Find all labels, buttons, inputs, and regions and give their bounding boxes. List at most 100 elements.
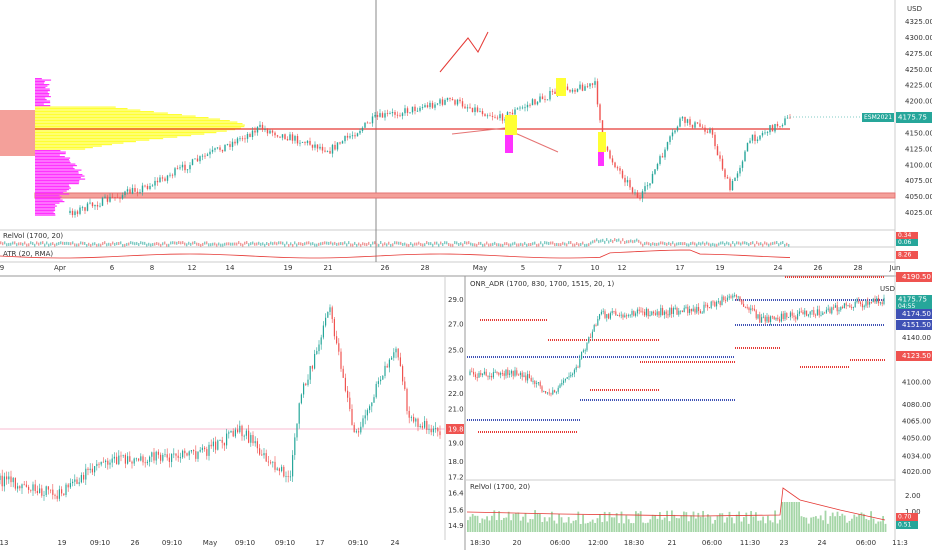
volume-bar [481, 518, 484, 532]
volume-bar [6, 243, 8, 247]
candle-body [99, 205, 101, 207]
candle-body [96, 463, 98, 467]
candle-body [98, 463, 100, 465]
volume-bar [793, 502, 796, 532]
candle-body [179, 167, 181, 169]
candle-body [419, 107, 421, 111]
candle-body [69, 483, 71, 488]
volume-profile [35, 115, 196, 117]
volume-bar [182, 241, 184, 245]
candle-body [667, 314, 669, 316]
price-tick-label: 4025.00 [905, 209, 932, 217]
candle-body [181, 164, 184, 168]
volume-bar [362, 242, 364, 246]
candle-body [471, 107, 474, 113]
candle-body [364, 415, 366, 419]
level-tag-text: 4174.50 [902, 310, 931, 318]
candle-body [615, 311, 617, 316]
candle-body [640, 310, 642, 312]
candle-body [750, 308, 752, 311]
volume-bar [652, 242, 654, 246]
volume-bar [398, 241, 400, 245]
candle-body [487, 375, 489, 377]
candle-body [459, 99, 461, 102]
candle-body [223, 442, 225, 446]
volume-bar [464, 241, 466, 245]
candle-body [570, 374, 572, 377]
volume-bar [424, 243, 426, 247]
indicator-label: ATR (20, RMA) [3, 250, 53, 258]
volume-bar [100, 243, 102, 247]
date-label: 24 [818, 539, 827, 547]
volume-bar [732, 241, 734, 245]
candle-body [0, 475, 1, 480]
volume-bar [238, 241, 240, 245]
candle-body [426, 420, 428, 430]
volume-profile [35, 168, 75, 170]
volume-bar [690, 242, 692, 246]
candle-body [436, 103, 439, 105]
candle-body [304, 142, 306, 144]
candle-body [140, 456, 142, 461]
volume-bar [338, 242, 340, 246]
volume-profile [35, 79, 52, 81]
candle-body [279, 136, 281, 138]
volume-bar [682, 242, 684, 246]
volume-bar [851, 518, 853, 532]
candle-body [471, 371, 473, 373]
candle-body [91, 202, 94, 207]
volume-bar [476, 243, 478, 247]
candle-body [285, 476, 287, 477]
candle-body [482, 373, 484, 376]
volume-bar [336, 242, 338, 246]
volume-bar [146, 243, 148, 247]
volume-bar [510, 243, 512, 247]
candle-body [575, 366, 577, 370]
price-tick-label: 4065.00 [902, 418, 931, 426]
volume-bar [450, 243, 452, 247]
candle-body [221, 440, 223, 443]
volume-bar [390, 243, 392, 247]
volume-bar [686, 243, 688, 247]
volume-profile [35, 181, 80, 183]
volume-bar [879, 521, 882, 532]
session-profile [598, 132, 606, 152]
volume-bar [764, 241, 766, 245]
candle-body [776, 123, 779, 127]
volume-bar [406, 243, 408, 247]
candle-body [699, 310, 701, 314]
candle-body [156, 180, 159, 183]
volume-profile [35, 99, 47, 101]
candle-body [361, 127, 364, 131]
date-label: 26 [814, 264, 823, 272]
candle-body [94, 204, 96, 207]
candle-body [618, 315, 620, 316]
price-tick-label: 4140.00 [902, 334, 931, 342]
volume-bar [698, 241, 700, 245]
volume-bar [527, 522, 529, 532]
volume-profile [35, 193, 70, 195]
volume-bar [88, 242, 90, 246]
volume-profile [35, 180, 80, 182]
value-tag [896, 232, 918, 239]
candle-body [881, 302, 883, 304]
candle-body [41, 488, 43, 496]
candle-body [519, 107, 521, 109]
volume-bar [660, 241, 662, 245]
candle-body [624, 177, 626, 183]
volume-bar [290, 242, 292, 246]
candle-body [606, 146, 609, 151]
volume-profile [35, 207, 55, 209]
volume-bar [734, 243, 736, 247]
volume-bar [719, 513, 721, 532]
session-profile [598, 152, 604, 166]
candle-body [759, 135, 761, 140]
date-label: 26 [381, 264, 390, 272]
volume-bar [484, 243, 486, 247]
level-tag-text: 4151.50 [902, 321, 931, 329]
volume-bar [558, 243, 560, 247]
volume-bar [322, 241, 324, 245]
candle-body [311, 144, 314, 148]
volume-profile [35, 127, 242, 129]
candle-body [254, 441, 256, 444]
